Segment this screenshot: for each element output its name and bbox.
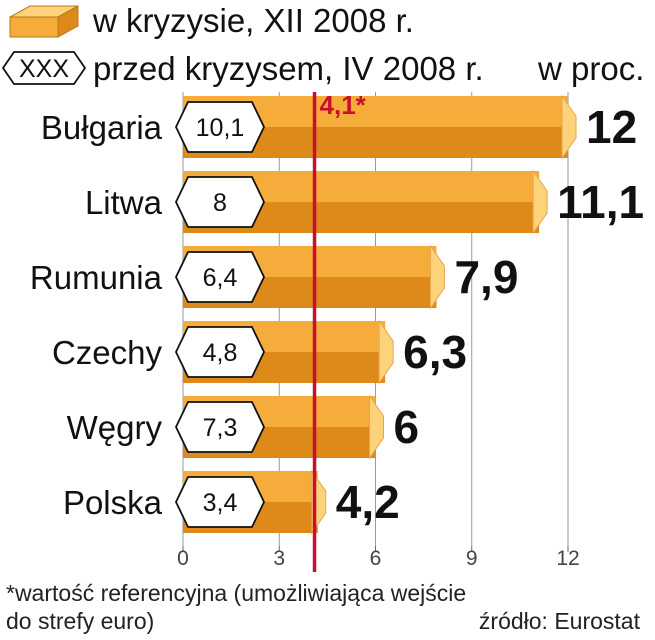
labels-layer: 10,1 Bułgaria 12 8 Litwa 11,1 6,4 Rumunia 7,9 4,8… (30, 92, 644, 572)
source-label: źródło: Eurostat (479, 608, 641, 634)
before-value-badge (175, 326, 265, 378)
crisis-value-label: 11,1 (557, 176, 644, 228)
before-value-label: 6,4 (203, 264, 238, 292)
legend: w kryzysie, XII 2008 r. XXX przed kryzys… (1, 2, 644, 87)
before-value-label: 3,4 (203, 489, 238, 517)
crisis-value-label: 6 (394, 401, 420, 453)
bars-layer (183, 94, 577, 535)
category-label: Czechy (52, 334, 163, 371)
bar-cap (378, 319, 394, 385)
legend-crisis-swatch (9, 16, 59, 38)
crisis-value-label: 4,2 (336, 476, 400, 528)
unit-label: w proc. (537, 50, 644, 87)
x-tick-label: 3 (273, 547, 285, 570)
footnote-line-2: do strefy euro) (6, 608, 154, 634)
legend-crisis-swatch-side (57, 5, 79, 38)
footnote: *wartość referencyjna (umożliwiająca wej… (6, 580, 641, 634)
bar-cap (561, 94, 577, 160)
grid-layer: 0 3 6 9 12 (177, 92, 580, 570)
category-label: Polska (63, 484, 163, 521)
reference-label: 4,1* (320, 90, 367, 120)
crisis-value-label: 7,9 (454, 251, 518, 303)
crisis-value-label: 6,3 (403, 326, 467, 378)
before-value-badge (175, 251, 265, 303)
x-tick-label: 6 (370, 547, 382, 570)
x-tick-label: 0 (177, 547, 189, 570)
before-value-label: 10,1 (196, 114, 245, 142)
crisis-value-label: 12 (586, 101, 637, 153)
legend-before-marker: XXX (19, 55, 69, 83)
legend-before-swatch (1, 51, 87, 85)
footnote-line-1: *wartość referencyjna (umożliwiająca wej… (6, 580, 466, 606)
category-label: Litwa (85, 184, 163, 221)
category-label: Węgry (67, 409, 163, 446)
before-value-label: 8 (213, 189, 227, 217)
before-value-badge (175, 401, 265, 453)
bar-cap (429, 244, 445, 310)
legend-crisis-label: w kryzysie, XII 2008 r. (92, 2, 414, 39)
category-label: Rumunia (30, 259, 163, 296)
before-value-badge (175, 476, 265, 528)
before-value-badge (175, 101, 265, 153)
x-tick-label: 12 (556, 547, 579, 570)
x-tick-label: 9 (466, 547, 478, 570)
before-value-label: 4,8 (203, 339, 238, 367)
legend-before-label: przed kryzysem, IV 2008 r. (93, 50, 484, 87)
before-value-badge (175, 176, 265, 228)
bar-cap (532, 169, 548, 235)
category-label: Bułgaria (41, 109, 163, 146)
bar-cap (369, 394, 384, 460)
before-value-label: 7,3 (203, 414, 238, 442)
